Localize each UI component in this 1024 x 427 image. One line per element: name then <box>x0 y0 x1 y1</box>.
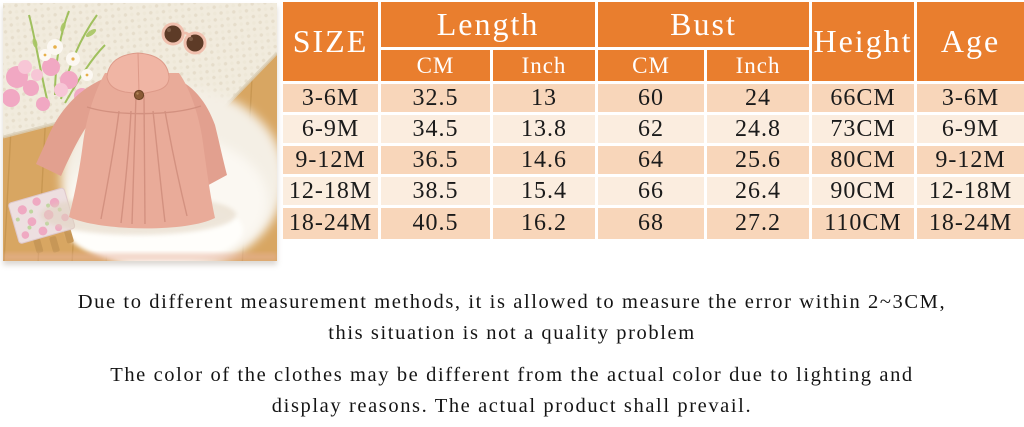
cell-bust-inch: 24.8 <box>707 115 813 146</box>
col-header-bust-cm: CM <box>598 50 708 84</box>
cell-length-inch: 13.8 <box>493 115 599 146</box>
cell-bust-cm: 66 <box>598 177 708 208</box>
table-row: 3-6M 32.5 13 60 24 66CM 3-6M <box>283 84 1024 115</box>
table-row: 9-12M 36.5 14.6 64 25.6 80CM 9-12M <box>283 146 1024 177</box>
photo-bottom-blur <box>3 253 277 261</box>
cell-bust-cm: 68 <box>598 208 708 239</box>
cell-bust-inch: 25.6 <box>707 146 813 177</box>
table-row: 18-24M 40.5 16.2 68 27.2 110CM 18-24M <box>283 208 1024 239</box>
cell-length-inch: 16.2 <box>493 208 599 239</box>
col-header-bust-inch: Inch <box>707 50 813 84</box>
cell-bust-cm: 62 <box>598 115 708 146</box>
cell-length-inch: 13 <box>493 84 599 115</box>
cell-height: 110CM <box>812 208 918 239</box>
cell-height: 80CM <box>812 146 918 177</box>
cell-size: 3-6M <box>283 84 381 115</box>
col-header-bust: Bust <box>598 2 813 50</box>
cell-size: 9-12M <box>283 146 381 177</box>
col-header-length-inch: Inch <box>493 50 599 84</box>
cell-age: 18-24M <box>917 208 1024 239</box>
product-photo-illustration <box>3 3 277 261</box>
cell-bust-cm: 60 <box>598 84 708 115</box>
cell-height: 73CM <box>812 115 918 146</box>
cell-bust-cm: 64 <box>598 146 708 177</box>
size-chart-table: SIZE Length Bust Height Age CM Inch CM I… <box>283 2 1024 239</box>
cell-length-cm: 40.5 <box>381 208 493 239</box>
cell-height: 90CM <box>812 177 918 208</box>
col-header-age: Age <box>917 2 1024 84</box>
cell-size: 12-18M <box>283 177 381 208</box>
measurement-disclaimer: Due to different measurement methods, it… <box>0 287 1024 349</box>
size-chart: SIZE Length Bust Height Age CM Inch CM I… <box>283 2 1024 239</box>
sunglasses <box>161 22 207 55</box>
col-header-length-cm: CM <box>381 50 493 84</box>
cell-length-cm: 36.5 <box>381 146 493 177</box>
measurement-disclaimer-line2: this situation is not a quality problem <box>328 322 696 344</box>
cell-size: 18-24M <box>283 208 381 239</box>
cell-bust-inch: 27.2 <box>707 208 813 239</box>
cell-length-cm: 34.5 <box>381 115 493 146</box>
cell-bust-inch: 26.4 <box>707 177 813 208</box>
col-header-length: Length <box>381 2 599 50</box>
color-disclaimer-line2: display reasons. The actual product shal… <box>271 395 753 417</box>
col-header-height: Height <box>812 2 918 84</box>
cell-height: 66CM <box>812 84 918 115</box>
col-header-size: SIZE <box>283 2 381 84</box>
cell-size: 6-9M <box>283 115 381 146</box>
product-photo <box>3 3 277 261</box>
cell-age: 12-18M <box>917 177 1024 208</box>
cell-length-cm: 38.5 <box>381 177 493 208</box>
color-disclaimer: The color of the clothes may be differen… <box>0 360 1024 422</box>
baby-coat <box>36 52 236 235</box>
cell-age: 3-6M <box>917 84 1024 115</box>
cell-age: 9-12M <box>917 146 1024 177</box>
cell-bust-inch: 24 <box>707 84 813 115</box>
cell-length-inch: 14.6 <box>493 146 599 177</box>
table-row: 6-9M 34.5 13.8 62 24.8 73CM 6-9M <box>283 115 1024 146</box>
color-disclaimer-line1: The color of the clothes may be differen… <box>110 364 914 386</box>
cell-length-cm: 32.5 <box>381 84 493 115</box>
cell-length-inch: 15.4 <box>493 177 599 208</box>
cell-age: 6-9M <box>917 115 1024 146</box>
table-row: 12-18M 38.5 15.4 66 26.4 90CM 12-18M <box>283 177 1024 208</box>
measurement-disclaimer-line1: Due to different measurement methods, it… <box>77 291 947 313</box>
